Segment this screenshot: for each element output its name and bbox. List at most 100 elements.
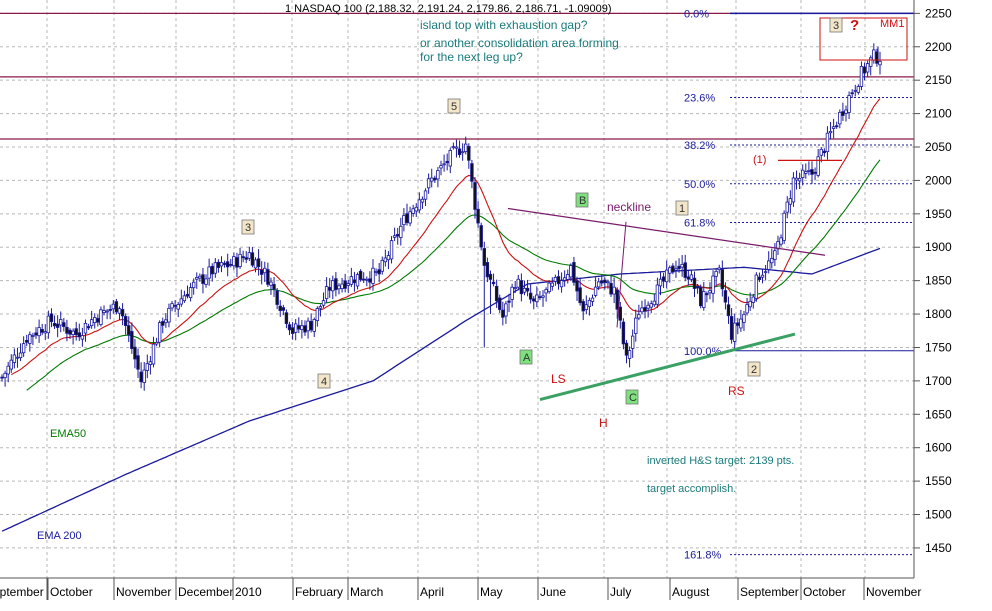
wave-b-label: B [579, 195, 586, 207]
bar-body [241, 256, 245, 259]
bar-body [31, 335, 35, 337]
note-line3: for the next leg up? [420, 50, 523, 64]
bar-body [15, 356, 20, 359]
bar-body [386, 255, 391, 261]
bar-body [80, 335, 85, 340]
wave-2-label-box [747, 361, 761, 377]
bar-body [290, 327, 295, 334]
bar-body [346, 283, 350, 286]
fib-label: 100.0% [684, 346, 722, 358]
bar-body [111, 303, 115, 310]
bar-body [89, 319, 94, 327]
bar-body [331, 280, 335, 292]
bar-body [674, 268, 678, 271]
x-tick-label: October [50, 585, 93, 599]
bar-body [454, 146, 459, 149]
bar-body [204, 278, 208, 285]
bar-body [813, 171, 817, 174]
ema50-label: EMA50 [50, 428, 86, 440]
bar-body [148, 361, 153, 365]
bar-body [287, 324, 292, 331]
trendlines [507, 17, 908, 402]
bar-body [151, 343, 156, 365]
bar-body [74, 328, 78, 336]
bar-body [55, 323, 60, 328]
bar-body [862, 66, 867, 74]
bar-body [757, 276, 762, 280]
bar-body [856, 86, 861, 93]
target-text-2: target accomplish. [647, 483, 736, 495]
bar-body [318, 306, 323, 309]
rs-label: RS [728, 384, 745, 398]
bar-body [253, 259, 258, 269]
bar-body [822, 150, 827, 154]
bar-body [145, 363, 150, 371]
ema-50-line [26, 159, 881, 391]
bar-body [340, 283, 344, 289]
bar-body [550, 282, 554, 287]
bar-body [315, 308, 320, 322]
bar-body [250, 252, 255, 266]
x-tick-label: November [866, 585, 921, 599]
bar-body [516, 278, 520, 288]
bar-body [34, 332, 38, 336]
bar-body [878, 60, 882, 66]
bar-body [841, 111, 845, 116]
bar-body [52, 322, 57, 327]
bar-body [417, 199, 422, 211]
bar-body [544, 289, 548, 294]
bar-body [819, 148, 823, 156]
question-mark: ? [850, 17, 859, 34]
bar-body [405, 213, 409, 224]
bar-body [173, 304, 177, 307]
bar-body [191, 281, 196, 289]
bar-body [791, 177, 796, 203]
bar-body [86, 326, 91, 329]
bar-body [40, 329, 44, 333]
x-tick-label: February [295, 585, 343, 599]
bar-body [562, 277, 567, 281]
bar-body [754, 274, 759, 299]
bar-body [464, 143, 468, 152]
bar-body [371, 267, 375, 284]
bar-body [810, 169, 814, 175]
bar-body [263, 267, 267, 274]
fib-label: 23.6% [684, 93, 715, 105]
bar-body [9, 359, 13, 370]
wave-5-label-box [447, 98, 461, 114]
bar-body [457, 148, 462, 156]
bar-body [844, 109, 848, 114]
bar-body [652, 300, 657, 306]
y-tick-label: 1700 [925, 374, 952, 388]
bar-body [634, 317, 638, 334]
support-trendline [539, 332, 796, 402]
bar-body [71, 330, 75, 335]
y-tick-label: 1950 [925, 207, 952, 221]
bar-body [720, 269, 725, 290]
y-tick-label: 2100 [925, 107, 952, 121]
bar-body [157, 322, 162, 343]
bar-body [732, 322, 737, 342]
x-tick-label: May [480, 585, 503, 599]
bar-body [328, 286, 332, 291]
bar-body [284, 312, 289, 324]
bar-body [59, 319, 63, 326]
bar-body [649, 303, 653, 308]
bar-body [708, 290, 712, 294]
bar-body [847, 95, 851, 113]
bar-body [445, 160, 449, 164]
bar-body [142, 369, 146, 383]
bar-body [547, 282, 551, 293]
ema200-label: EMA 200 [37, 530, 82, 542]
x-tick-label: August [672, 585, 710, 599]
bar-body [219, 262, 224, 267]
bar-body [68, 329, 72, 335]
bar-body [309, 320, 313, 331]
target-box [819, 17, 908, 61]
bar-body [167, 307, 171, 323]
bar-body [572, 262, 576, 283]
bar-body [525, 287, 530, 292]
bar-body [216, 261, 221, 268]
bar-body [488, 273, 493, 280]
